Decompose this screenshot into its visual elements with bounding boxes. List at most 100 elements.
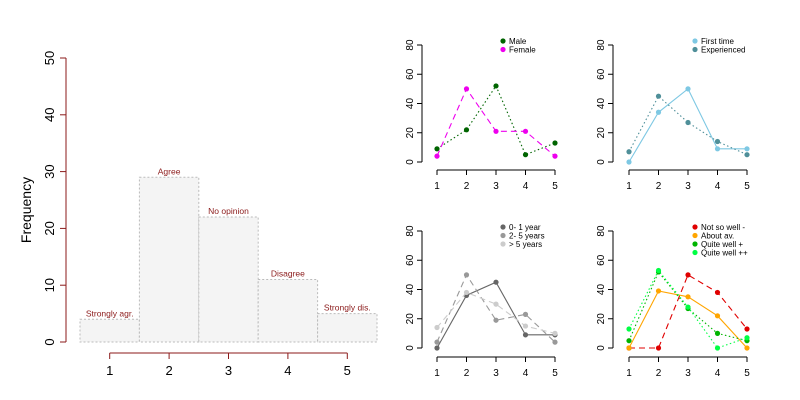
- y-tick-label-20: 20: [596, 127, 607, 139]
- series-3-point-1: [626, 338, 632, 344]
- x-tick-label-3: 3: [685, 181, 691, 192]
- x-tick-label-3: 3: [493, 368, 499, 379]
- x-tick-label-5: 5: [552, 368, 558, 379]
- series-2-point-4: [714, 138, 721, 145]
- x-tick-label-1: 1: [434, 368, 440, 379]
- series-2-point-1: [434, 153, 440, 159]
- legend-marker-1: [692, 38, 698, 44]
- legend-marker-1: [500, 38, 506, 44]
- y-tick-label-20: 20: [405, 127, 416, 139]
- y-tick-label-0: 0: [596, 345, 607, 351]
- x-tick-label-5: 5: [744, 368, 750, 379]
- x-tick-label-4: 4: [284, 363, 291, 378]
- bar-5: [317, 313, 378, 343]
- y-tick-label-20: 20: [405, 313, 416, 325]
- legend-marker-1: [692, 224, 698, 230]
- series-1-point-1: [434, 345, 440, 351]
- legend-label-1: Not so well -: [701, 223, 745, 232]
- series-line-2: [436, 87, 556, 157]
- series-1-point-3: [493, 279, 499, 285]
- legend-label-3: > 5 years: [509, 240, 542, 249]
- series-1-point-4: [522, 332, 529, 338]
- bar-3: [198, 216, 259, 343]
- y-tick-label-20: 20: [596, 313, 607, 325]
- series-2-point-5: [744, 345, 750, 351]
- legend-marker-2: [692, 232, 698, 239]
- x-tick-label-1: 1: [434, 181, 440, 192]
- series-4-point-3: [685, 304, 691, 310]
- series-4-point-5: [744, 335, 750, 341]
- series-1-point-5: [744, 326, 750, 332]
- series-line-3: [436, 291, 556, 334]
- x-tick-label-3: 3: [493, 181, 499, 192]
- legend-label-2: About av.: [701, 232, 734, 241]
- legend-label-4: Quite well ++: [701, 249, 748, 258]
- series-1-point-5: [744, 146, 750, 152]
- series-line-1: [436, 281, 555, 349]
- series-2-point-2: [463, 272, 470, 278]
- x-tick-label-4: 4: [523, 368, 529, 379]
- y-tick-label-80: 80: [405, 39, 416, 51]
- bar-1: [79, 318, 140, 343]
- series-2-point-4: [714, 313, 721, 319]
- bar-2: [138, 176, 200, 343]
- series-2-point-3: [685, 294, 691, 300]
- x-tick-label-2: 2: [464, 368, 470, 379]
- y-tick-label-30: 30: [42, 164, 57, 178]
- y-tick-label-40: 40: [405, 284, 416, 296]
- x-tick-label-4: 4: [715, 181, 721, 192]
- y-tick-label-0: 0: [596, 159, 607, 165]
- series-1-point-1: [434, 146, 440, 152]
- series-2-point-1: [626, 149, 632, 155]
- series-4-point-4: [714, 345, 721, 351]
- frequency-bar-chart: Strongly agr. Agree No opinion Disagree Stro…: [18, 51, 378, 378]
- series-2-point-5: [744, 152, 750, 158]
- x-tick-label-1: 1: [106, 363, 113, 378]
- series-4-point-1: [626, 326, 632, 332]
- series-3-point-4: [714, 330, 721, 336]
- x-tick-label-2: 2: [464, 181, 470, 192]
- series-2-point-4: [522, 311, 529, 317]
- series-2-point-5: [552, 339, 558, 345]
- y-tick-label-40: 40: [42, 108, 57, 122]
- series-2-point-3: [493, 128, 499, 134]
- series-2-point-2: [655, 93, 662, 99]
- y-tick-label-80: 80: [596, 39, 607, 51]
- series-3-point-2: [463, 289, 470, 296]
- y-tick-label-60: 60: [596, 254, 607, 266]
- series-line-1: [436, 84, 556, 156]
- legend-marker-2: [500, 46, 506, 53]
- x-tick-label-5: 5: [552, 181, 558, 192]
- series-2-point-3: [493, 317, 499, 323]
- series-line-2: [628, 95, 748, 156]
- bar-4: [257, 279, 319, 343]
- series-1-point-3: [685, 272, 691, 278]
- series-3-point-1: [434, 324, 440, 331]
- legend-label-2: 2- 5 years: [509, 232, 545, 241]
- bar-label-5: Strongly dis.: [324, 303, 371, 313]
- legend-marker-3: [500, 241, 506, 247]
- y-tick-label-0: 0: [405, 159, 416, 165]
- x-tick-label-3: 3: [225, 363, 232, 378]
- legend-label-1: Male: [509, 37, 527, 46]
- x-tick-label-2: 2: [656, 181, 662, 192]
- x-tick-label-2: 2: [656, 368, 662, 379]
- bar-label-1: Strongly agr.: [86, 308, 134, 318]
- legend-label-3: Quite well +: [701, 240, 743, 249]
- series-1-point-2: [463, 127, 470, 133]
- legend-label-2: Experienced: [701, 46, 745, 55]
- series-1-point-3: [685, 86, 691, 92]
- y-tick-label-80: 80: [596, 225, 607, 237]
- series-2-point-1: [626, 345, 632, 351]
- series-1-point-3: [493, 83, 499, 89]
- legend-marker-2: [500, 232, 506, 239]
- x-tick-label-1: 1: [626, 368, 632, 379]
- bar-label-2: Agree: [158, 166, 181, 176]
- legend-label-1: First time: [701, 37, 734, 46]
- legend-marker-1: [500, 224, 506, 230]
